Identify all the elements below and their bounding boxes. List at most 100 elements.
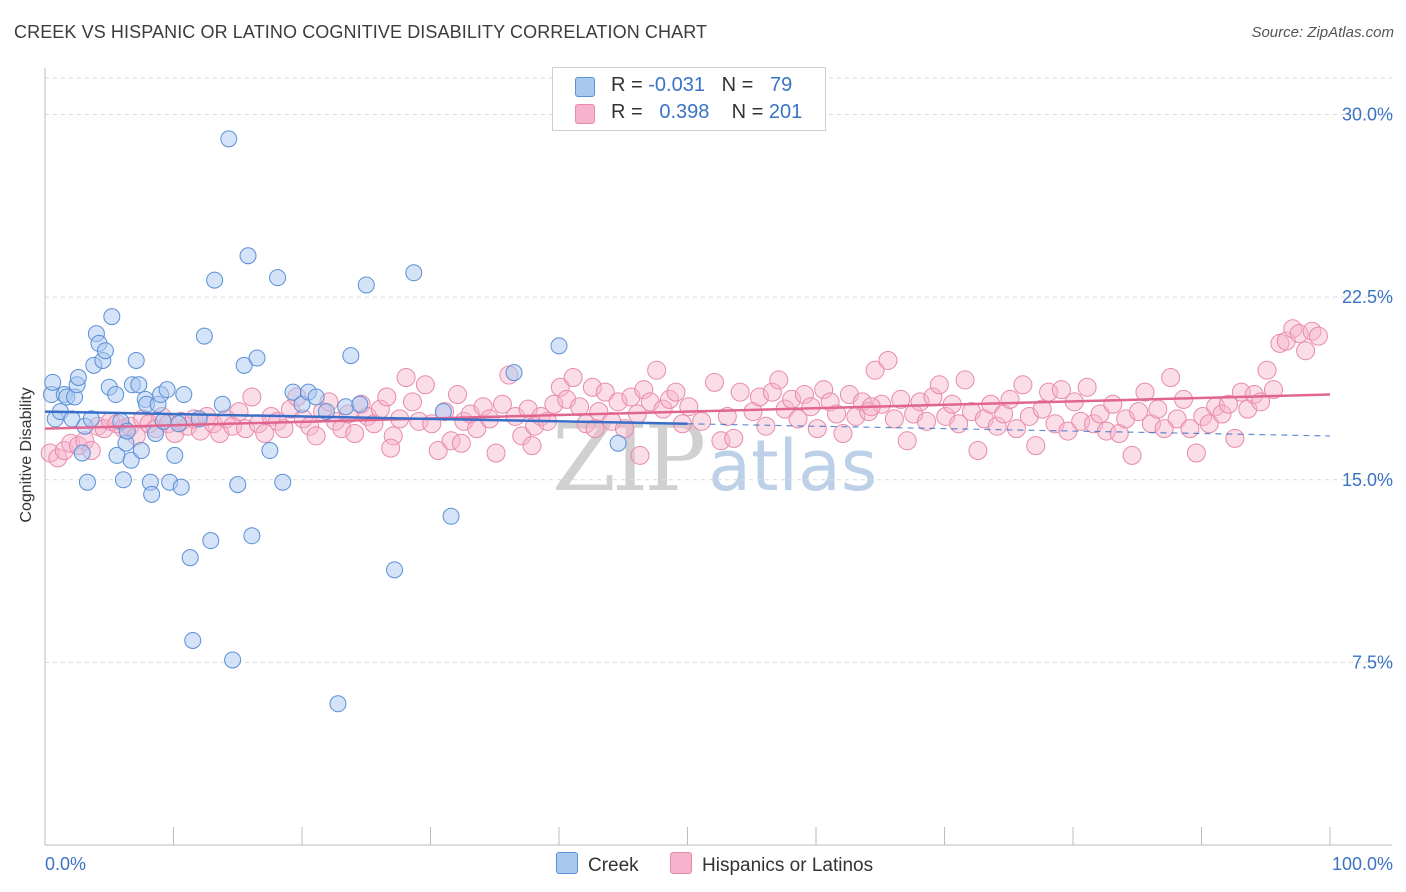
r-label: R = (611, 101, 643, 123)
hispanic-points (40, 319, 1328, 468)
hispanic-point (666, 382, 686, 402)
trend-lines (44, 393, 1331, 437)
axis-layer (44, 68, 1392, 846)
creek-point (357, 276, 375, 294)
hispanic-point (306, 426, 326, 446)
hispanic-trend-line (44, 393, 1331, 430)
hispanic-point (794, 385, 814, 405)
hispanic-point (403, 392, 423, 412)
source-note: Source: ZipAtlas.com (1251, 24, 1394, 41)
hispanic-point (1161, 367, 1181, 387)
hispanic-point (884, 409, 904, 429)
hispanic-point (1167, 409, 1187, 429)
creek-point (44, 373, 62, 391)
hispanic-point (94, 419, 114, 439)
creek-point (184, 631, 202, 649)
creek-swatch (556, 852, 578, 874)
creek-point (442, 507, 460, 525)
creek-point (317, 403, 335, 421)
creek-point (154, 412, 172, 430)
creek-point (172, 478, 190, 496)
hispanic-point (807, 419, 827, 439)
creek-trend-line (44, 410, 688, 426)
hispanic-point (415, 375, 435, 395)
hispanic-point (660, 389, 680, 409)
hispanic-point (377, 387, 397, 407)
hispanic-point (615, 419, 635, 439)
hispanic-point (1148, 399, 1168, 419)
creek-point (269, 269, 287, 287)
creek-point (213, 395, 231, 413)
hispanic-point (447, 385, 467, 405)
y-tick-label: 7.5% (1352, 652, 1393, 672)
creek-point (206, 271, 224, 289)
hispanic-point (704, 372, 724, 392)
hispanic-point (1032, 399, 1052, 419)
legend-item-hispanic[interactable]: Hispanics or Latinos (670, 852, 873, 877)
hispanic-point (396, 367, 416, 387)
hispanic-swatch (575, 104, 595, 124)
legend-row-hispanic-text: R = 0.398 N = 201 (611, 101, 802, 124)
hispanic-point (968, 441, 988, 461)
r-value: -0.031 (648, 74, 705, 96)
hispanic-point (1090, 404, 1110, 424)
hispanic-point (563, 367, 583, 387)
y-tick-label: 15.0% (1342, 470, 1393, 490)
creek-point (69, 368, 87, 386)
hispanic-point (724, 428, 744, 448)
creek-point (609, 434, 627, 452)
x-tick-label: 100.0% (1332, 854, 1393, 874)
creek-point (202, 532, 220, 550)
creek-point (96, 342, 114, 360)
hispanic-point (1186, 443, 1206, 463)
hispanic-point (769, 370, 789, 390)
creek-point (239, 247, 257, 265)
hispanic-point (917, 411, 937, 431)
hispanic-point (473, 397, 493, 417)
chart-title: CREEK VS HISPANIC OR LATINO COGNITIVE DI… (14, 22, 708, 42)
creek-point (78, 473, 96, 491)
legend-item-creek[interactable]: Creek (556, 852, 639, 877)
hispanic-point (550, 377, 570, 397)
hispanic-point (1212, 404, 1232, 424)
hispanic-point (255, 423, 275, 443)
creek-swatch (575, 77, 595, 97)
hispanic-point (1257, 360, 1277, 380)
creek-point (158, 381, 176, 399)
creek-point (248, 349, 266, 367)
hispanic-point (345, 423, 365, 443)
y-tick-label: 30.0% (1342, 105, 1393, 125)
hispanic-point (1013, 375, 1033, 395)
correlation-legend: R = -0.031 N = 79 R = 0.398 N = 201 (552, 67, 826, 131)
hispanic-point (1193, 406, 1213, 426)
hispanic-point (634, 380, 654, 400)
hispanic-point (897, 431, 917, 451)
hispanic-point (1199, 414, 1219, 434)
hispanic-point (630, 445, 650, 465)
hispanic-point (522, 436, 542, 456)
hispanic-point (929, 375, 949, 395)
hispanic-point (48, 448, 68, 468)
hispanic-point (730, 382, 750, 402)
hispanic-point (381, 438, 401, 458)
creek-point (127, 351, 145, 369)
hispanic-point (1103, 394, 1123, 414)
hispanic-point (582, 377, 602, 397)
creek-points (42, 130, 627, 713)
hispanic-point (595, 382, 615, 402)
n-label: N = (731, 101, 764, 123)
creek-point (274, 473, 292, 491)
creek-point (386, 561, 404, 579)
creek-point (342, 347, 360, 365)
creek-point (405, 264, 423, 282)
n-label: N = (721, 74, 754, 96)
creek-point (103, 308, 121, 326)
creek-point (73, 444, 91, 462)
creek-point (243, 527, 261, 545)
creek-point (166, 446, 184, 464)
creek-point (261, 442, 279, 460)
hispanic-point (608, 392, 628, 412)
creek-point (114, 471, 132, 489)
n-value: 201 (768, 101, 803, 123)
hispanic-point (61, 433, 81, 453)
